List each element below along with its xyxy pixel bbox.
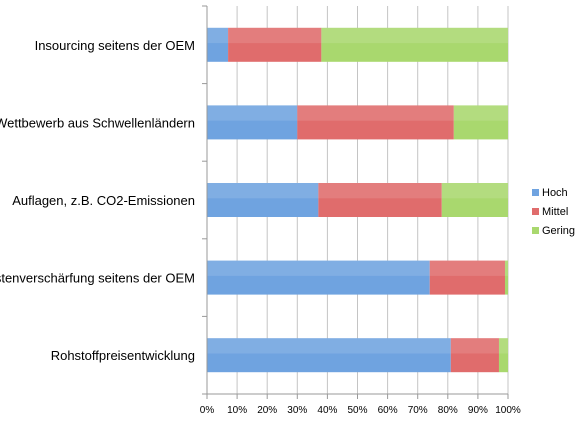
x-tick-label: 100% [495,405,521,416]
category-label: Insourcing seitens der OEM [35,38,195,53]
bar-segment-gering [453,105,508,140]
x-tick-label: 30% [287,405,307,416]
bars [207,27,508,373]
x-tick-label: 90% [468,405,488,416]
bar-segment-mittel [228,27,322,62]
legend-item-hoch: Hoch [532,187,568,199]
legend-swatch [532,227,539,234]
bar-segment-gering [441,183,508,217]
bar-segment-hoch [207,105,298,140]
category-labels: Insourcing seitens der OEM Wettbewerb aus… [0,38,195,363]
legend-swatch [532,208,539,215]
x-tick-label: 20% [257,405,277,416]
category-label: Kostenverschärfung seitens der OEM [0,271,195,286]
x-tick-label: 50% [347,405,367,416]
x-tick-label: 0% [200,405,215,416]
legend-item-gering: Gering [532,225,575,237]
x-tick-label: 60% [378,405,398,416]
bar-segment-mittel [318,183,442,217]
bar-segment-gering [498,338,508,373]
legend: Hoch Mittel Gering [532,187,575,237]
bar-segment-gering [321,27,508,62]
x-tick-label: 40% [317,405,337,416]
x-tick-labels: 0% 10% 20% 30% 40% 50% 60% 70% 80% 90% 100% [200,405,521,416]
x-tick-label: 80% [438,405,458,416]
x-tick-label: 70% [408,405,428,416]
category-label: Auflagen, z.B. CO2-Emissionen [12,193,195,208]
bar-segment-mittel [297,105,454,140]
bar-segment-hoch [207,183,319,217]
category-label: Wettbewerb aus Schwellenländern [0,115,195,130]
bar-segment-hoch [207,27,229,62]
legend-label: Gering [542,225,575,237]
category-label: Rohstoffpreisentwicklung [51,348,195,363]
legend-item-mittel: Mittel [532,206,568,218]
bar-segment-gering [504,260,508,295]
x-tick-label: 10% [227,405,247,416]
bar-segment-hoch [207,338,451,373]
bar-segment-mittel [429,260,505,295]
bar-segment-hoch [207,260,430,295]
legend-label: Hoch [542,187,568,199]
legend-swatch [532,189,539,196]
legend-label: Mittel [542,206,568,218]
bar-segment-mittel [450,338,499,373]
axes [202,5,509,399]
